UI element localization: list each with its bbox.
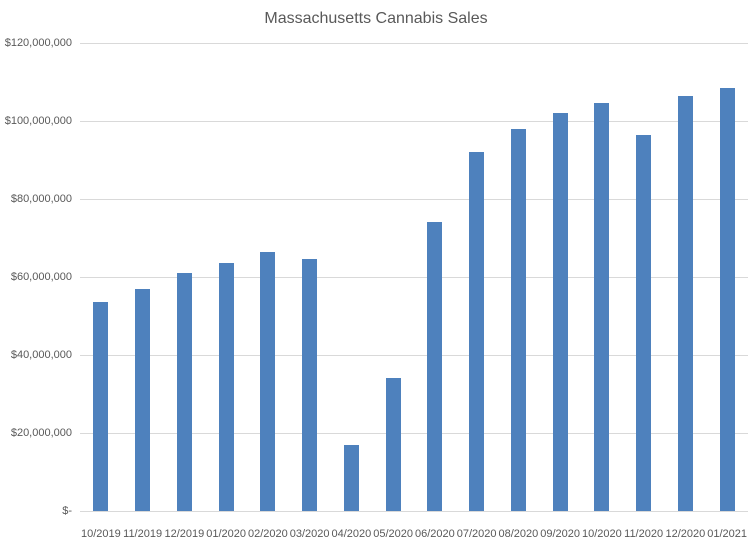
x-axis-tick-label: 04/2020	[331, 528, 372, 540]
bar-12-2020	[677, 95, 693, 511]
chart-title: Massachusetts Cannabis Sales	[264, 10, 488, 27]
bar-01-2021	[719, 87, 735, 511]
y-axis-tick-label: $20,000,000	[10, 427, 72, 439]
bar-12-2019	[176, 273, 192, 511]
y-axis: $- $20,000,000 $40,000,000 $60,000,000 $80,0…	[0, 37, 72, 517]
x-axis-tick-label: 10/2020	[581, 528, 622, 540]
bar-11-2020	[636, 134, 652, 511]
x-axis: 10/2019 11/2019 12/2019 01/2020 02/2020 03/20…	[80, 527, 748, 543]
x-axis-tick-label: 03/2020	[289, 528, 330, 540]
x-axis-line	[80, 510, 748, 512]
gridline	[80, 198, 748, 200]
x-axis-tick-label: 08/2020	[498, 528, 539, 540]
gridline	[80, 354, 748, 356]
x-axis-tick-label: 09/2020	[540, 528, 580, 540]
x-axis-tick-label: 01/2021	[707, 528, 747, 540]
bar-05-2020	[385, 378, 401, 511]
x-axis-tick-label: 06/2020	[414, 528, 455, 540]
gridline	[80, 432, 748, 434]
y-axis-tick-label: $120,000,000	[4, 37, 72, 49]
x-axis-tick-label: 07/2020	[456, 528, 497, 540]
x-axis-tick-label: 12/2020	[665, 528, 706, 540]
bar-06-2020	[427, 222, 443, 511]
bar-11-2019	[135, 288, 151, 511]
x-axis-tick-label: 12/2019	[164, 528, 205, 540]
x-axis-tick-label: 11/2020	[624, 528, 664, 540]
bar-04-2020	[343, 444, 359, 511]
x-axis-tick-label: 11/2019	[123, 528, 163, 540]
gridline	[80, 42, 748, 44]
x-axis-tick-label: 02/2020	[247, 528, 288, 540]
bar-10-2019	[93, 302, 109, 511]
gridline	[80, 276, 748, 278]
y-axis-tick-label: $40,000,000	[10, 349, 72, 361]
bar-09-2020	[552, 113, 568, 511]
y-axis-tick-label: $60,000,000	[10, 271, 72, 283]
bar-10-2020	[594, 103, 610, 511]
bar-03-2020	[302, 259, 318, 511]
bar-02-2020	[260, 251, 276, 511]
bar-07-2020	[469, 152, 485, 511]
y-axis-tick-label: $100,000,000	[4, 115, 72, 127]
bar-01-2020	[218, 263, 234, 511]
x-axis-tick-label: 05/2020	[373, 528, 413, 540]
x-axis-tick-label: 01/2020	[206, 528, 246, 540]
gridline	[80, 120, 748, 122]
y-axis-tick-label: $80,000,000	[10, 193, 72, 205]
x-axis-tick-label: 10/2019	[80, 528, 121, 540]
bar-08-2020	[510, 128, 526, 511]
y-axis-tick-label: $-	[62, 505, 72, 517]
plot-area	[80, 42, 748, 512]
